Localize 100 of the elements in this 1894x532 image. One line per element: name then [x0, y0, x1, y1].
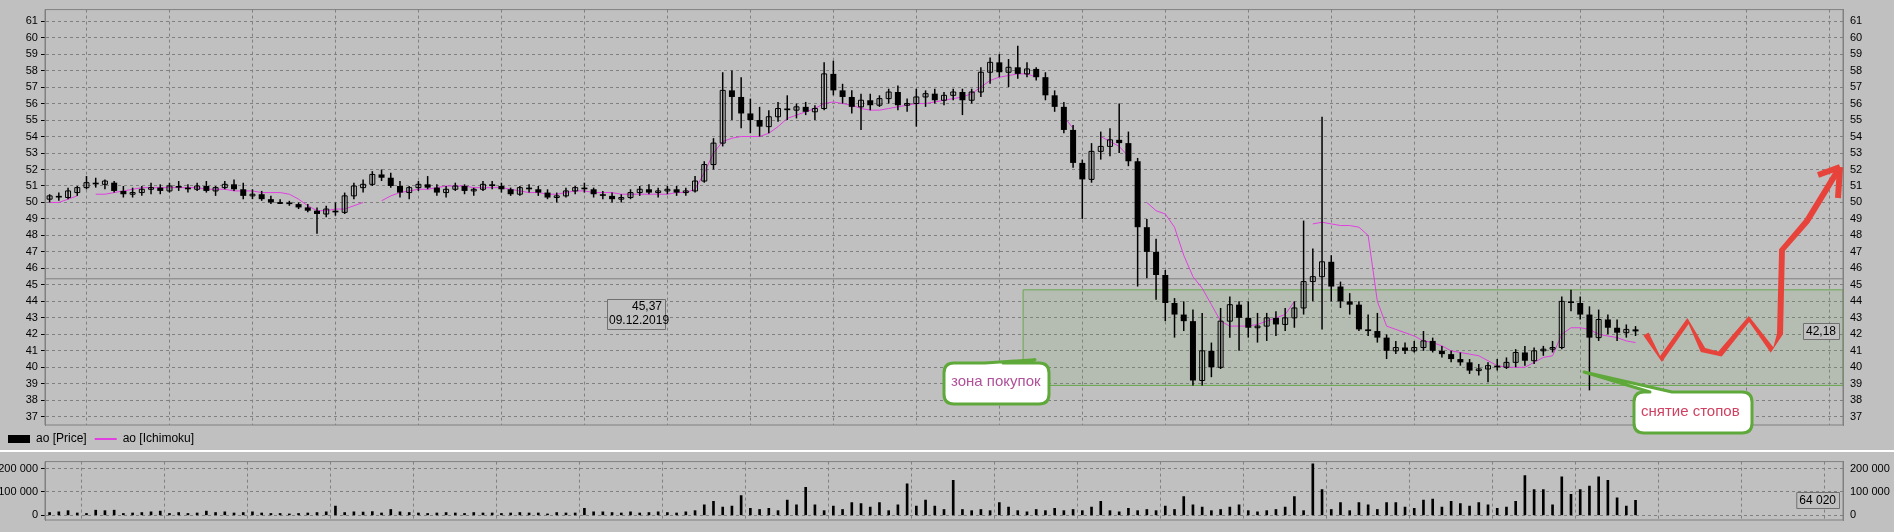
y-tick-label: 44 — [25, 294, 38, 307]
bar — [1090, 506, 1093, 516]
bar — [1016, 510, 1020, 516]
bar — [961, 509, 964, 516]
candlestick — [950, 88, 957, 101]
y-tick-label: 39 — [25, 376, 38, 389]
candlestick — [1392, 340, 1399, 355]
bar — [1459, 503, 1462, 516]
candlestick — [406, 185, 413, 200]
candlestick — [599, 190, 606, 200]
candlestick — [987, 57, 994, 84]
bar — [168, 513, 171, 516]
bar — [1034, 509, 1038, 516]
y-tick-label: 58 — [25, 63, 38, 76]
candlestick — [516, 185, 523, 196]
bar — [1339, 502, 1342, 516]
bar — [721, 506, 725, 516]
bar — [758, 509, 761, 516]
y2-tick-label: 40 — [1850, 360, 1863, 373]
candlestick — [65, 187, 72, 200]
candlestick — [314, 207, 321, 234]
bar — [122, 513, 125, 516]
bar — [1588, 485, 1591, 516]
bar — [702, 504, 706, 516]
y-tick-label: 46 — [25, 261, 38, 274]
y2-tick-label: 200 000 — [1850, 461, 1890, 474]
bar — [1182, 496, 1186, 516]
bar — [915, 505, 918, 516]
y-tick-label: 61 — [25, 14, 38, 27]
candlestick — [350, 182, 357, 200]
y-tick-label: 60 — [25, 30, 38, 43]
band-label: зона покупок — [951, 372, 1041, 389]
bar — [85, 513, 88, 516]
bar — [804, 486, 808, 516]
bar — [407, 512, 411, 516]
candlestick — [1614, 319, 1621, 341]
candlestick — [1023, 62, 1030, 78]
bar — [177, 512, 181, 516]
y-tick-label: 43 — [25, 310, 38, 323]
candlestick — [360, 179, 367, 193]
y-tick-label: 51 — [25, 179, 38, 192]
bar — [1329, 509, 1333, 516]
candlestick — [1365, 314, 1372, 336]
candlestick — [1402, 342, 1409, 355]
candlestick — [138, 185, 145, 196]
candlestick — [1106, 128, 1113, 157]
bar — [1412, 507, 1416, 516]
bar — [140, 512, 144, 516]
candlestick — [1272, 311, 1279, 336]
bar — [500, 513, 503, 516]
bar — [1302, 510, 1305, 516]
candlestick — [101, 179, 108, 190]
y2-tick-label: 55 — [1850, 113, 1863, 126]
candlestick — [1236, 301, 1243, 351]
candlestick — [655, 187, 662, 198]
annotation: 42,18 — [1805, 324, 1837, 339]
bar — [1311, 463, 1315, 516]
candlestick — [1438, 345, 1445, 358]
bar — [1578, 489, 1582, 516]
bar — [324, 511, 328, 516]
bar — [1246, 510, 1250, 516]
bar — [1495, 507, 1499, 516]
bar — [371, 511, 374, 516]
y2-tick-label: 51 — [1850, 179, 1863, 192]
y2-tick-label: 47 — [1850, 244, 1863, 257]
bar — [841, 509, 844, 516]
y2-tick-label: 61 — [1850, 14, 1863, 27]
y-tick-label: 47 — [25, 244, 38, 257]
candlestick — [1116, 103, 1123, 154]
candlestick — [1282, 307, 1289, 332]
y-tick-label: 40 — [25, 360, 38, 373]
candlestick — [443, 185, 450, 198]
annotation: 64 020 — [1799, 493, 1837, 508]
candlestick — [858, 93, 865, 130]
y-tick-label: 37 — [25, 409, 38, 422]
bar — [1376, 509, 1379, 516]
candlestick — [977, 67, 984, 97]
bar — [951, 479, 955, 516]
bar — [426, 513, 429, 516]
candlestick — [728, 70, 735, 121]
y2-tick-label: 58 — [1850, 63, 1863, 76]
bar — [997, 502, 1001, 516]
ref-line-label: 45,37 — [631, 299, 663, 314]
bar — [48, 512, 51, 516]
bar — [1127, 507, 1130, 516]
candlestick — [1568, 289, 1574, 312]
bar — [1080, 510, 1084, 516]
bar — [1265, 510, 1269, 516]
bar — [1044, 510, 1047, 516]
bar — [214, 512, 217, 516]
bar — [666, 512, 669, 516]
bar — [684, 511, 688, 516]
bar — [334, 505, 337, 516]
bar — [1348, 510, 1352, 516]
candlestick — [775, 101, 782, 122]
bar — [94, 509, 98, 516]
y-tick-label: 48 — [25, 228, 38, 241]
bar — [1477, 502, 1481, 516]
y-tick-label: 0 — [31, 508, 38, 521]
bar — [712, 500, 715, 516]
